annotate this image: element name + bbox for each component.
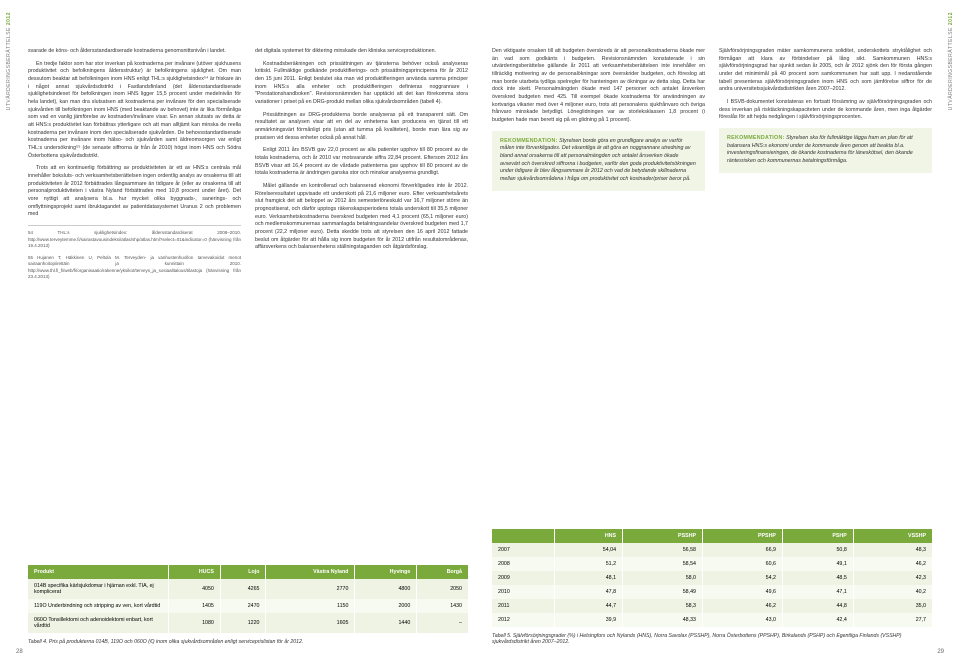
table-4-caption: Tabell 4. Pris på produkterna 014B, 119O… [28,639,468,645]
table-row: 200851,258,5460,649,146,2 [492,557,932,571]
left-col-2: det digitala systemet för diktering mins… [255,48,468,555]
para: svarade de köns- och åldersstandardisera… [28,48,241,56]
table-header: PSSHP [623,529,703,543]
side-label-left: UTVÄRDERINGSBERÄTTELSE 2012 [6,12,12,110]
table-header: HUCS [169,565,221,579]
table-header: PPSHP [703,529,783,543]
self-sufficiency-table: HNSPSSHPPPSHPPSHPVSSHP 200754,0456,5866,… [492,529,932,627]
footnote: 54 THL:s sjuklighetsindex: åldersstandar… [28,225,241,281]
table-row: 201047,858,4949,647,140,2 [492,585,932,599]
table-header [492,529,555,543]
table-row: 200948,158,054,248,542,3 [492,571,932,585]
para: Målet gällande en kontrollerad och balan… [255,183,468,252]
page-number-right: 29 [937,649,944,655]
table-row: 119O Underbindning och stripping av ven,… [28,599,468,613]
table-header: VSSHP [853,529,932,543]
page-number-left: 28 [16,649,23,655]
recommendation-box: REKOMMENDATION: Styrelsen ska för fullmä… [719,128,932,173]
table-header: Västra Nyland [266,565,355,579]
table-5-caption: Tabell 5. Självförsörjningsgrader (%) i … [492,633,932,645]
table-header: Produkt [28,565,169,579]
page-spread: svarade de köns- och åldersstandardisera… [0,0,960,663]
table-row: 201239,948,3343,042,427,7 [492,613,932,627]
para: Kostnadsberäkningen och prissättningen a… [255,61,468,107]
para: Trots att en kontinuerlig förbättring av… [28,165,241,219]
product-price-table: ProduktHUCSLojoVästra NylandHyvingeBorgå… [28,565,468,633]
recommendation-box: REKOMMENDATION: Styrelsen borde göra en … [492,131,705,191]
table-header: Hyvinge [355,565,417,579]
table-header: Lojo [220,565,266,579]
table-row: 014B specifika kärlsjukdomar i hjärnan e… [28,579,468,599]
table-header: PSHP [782,529,853,543]
para: En tredje faktor som har stor inverkan p… [28,61,241,161]
table-row: 200754,0456,5866,950,848,3 [492,543,932,557]
right-col-1: Den viktigaste orsaken till att budgeten… [492,48,705,519]
page-left: svarade de köns- och åldersstandardisera… [28,48,468,645]
para: det digitala systemet för diktering mins… [255,48,468,56]
table-header: Borgå [417,565,468,579]
side-label-right: UTVÄRDERINGSBERÄTTELSE 2012 [948,12,954,110]
table-row: 060O Tonsillektomi och adenoidektomi enb… [28,613,468,633]
para: I BSVB-dokumentet konstateras en fortsat… [719,99,932,122]
table-header: HNS [555,529,623,543]
para: Den viktigaste orsaken till att budgeten… [492,48,705,125]
para: Prissättningen av DRG-produkterna borde … [255,112,468,143]
table-row: 201144,758,346,244,835,0 [492,599,932,613]
left-col-1: svarade de köns- och åldersstandardisera… [28,48,241,555]
right-col-2: Självförsörjningsgraden mäter samkommune… [719,48,932,519]
para: Självförsörjningsgraden mäter samkommune… [719,48,932,94]
page-right: Den viktigaste orsaken till att budgeten… [492,48,932,645]
para: Enligt 2011 års BSVB gav 22,0 procent av… [255,147,468,178]
